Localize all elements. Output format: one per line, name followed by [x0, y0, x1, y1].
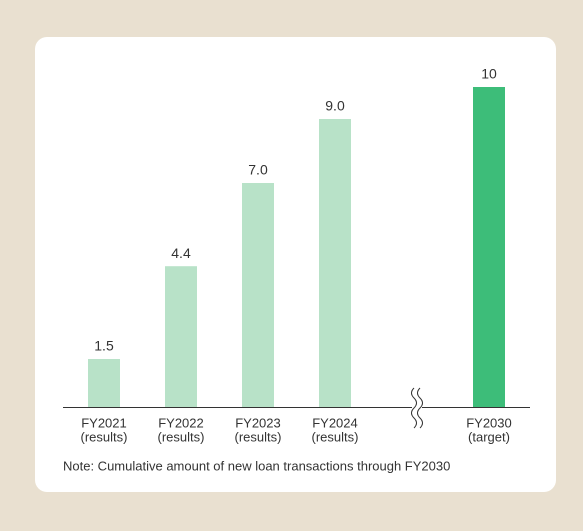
- value-label: 10: [481, 66, 497, 82]
- x-tick-label: (target): [468, 429, 510, 444]
- x-tick-label: (results): [312, 429, 359, 444]
- x-tick-label: (results): [81, 429, 128, 444]
- x-tick-label: (results): [158, 429, 205, 444]
- bar: [473, 87, 505, 407]
- note: Note: Cumulative amount of new loan tran…: [63, 458, 450, 473]
- x-tick-label: FY2023: [235, 415, 281, 430]
- break-mark: [411, 387, 417, 429]
- value-label: 4.4: [171, 245, 191, 261]
- bar: [242, 183, 274, 407]
- bar: [88, 359, 120, 407]
- value-label: 9.0: [325, 98, 345, 114]
- x-tick-label: (results): [235, 429, 282, 444]
- x-tick-label: FY2021: [81, 415, 127, 430]
- value-label: 1.5: [94, 338, 114, 354]
- bar: [165, 266, 197, 407]
- x-tick-label: FY2022: [158, 415, 204, 430]
- break-gap: [412, 398, 422, 418]
- x-tick-label: FY2030: [466, 415, 512, 430]
- bar: [319, 119, 351, 407]
- x-tick-label: FY2024: [312, 415, 358, 430]
- break-mark: [417, 387, 423, 429]
- value-label: 7.0: [248, 162, 268, 178]
